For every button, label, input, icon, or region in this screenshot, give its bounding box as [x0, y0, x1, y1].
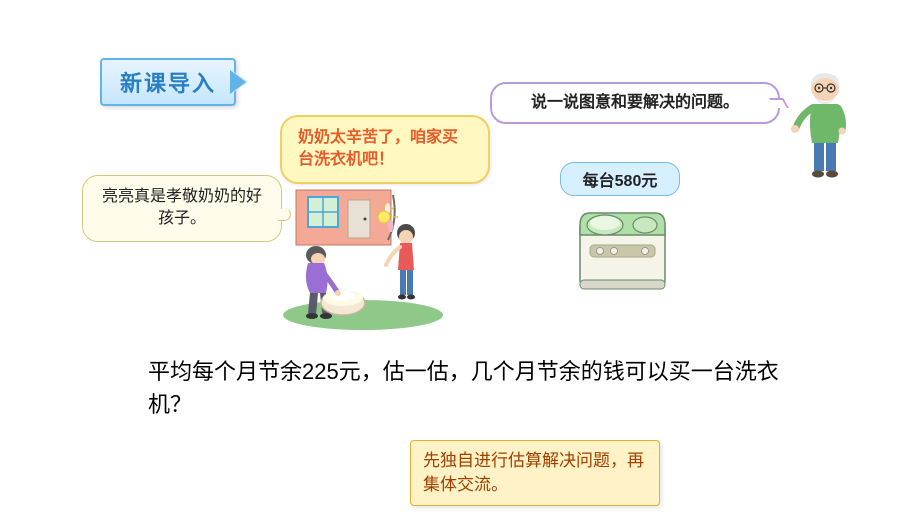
illustration-grandma-scene [278, 185, 448, 330]
illustration-grandpa [790, 68, 860, 183]
main-question: 平均每个月节余225元，估一估，几个月节余的钱可以买一台洗衣机？ [148, 355, 788, 421]
speech-bubble-grandpa: 说一说图意和要解决的问题。 [490, 82, 780, 124]
washing-machine-svg [570, 195, 675, 295]
hint-box-text: 先独自进行估算解决问题，再集体交流。 [423, 451, 644, 494]
price-tag-text: 每台580元 [583, 173, 658, 190]
grandma-scene-svg [278, 185, 448, 330]
hint-box: 先独自进行估算解决问题，再集体交流。 [410, 440, 660, 506]
badge-arrow-icon [234, 72, 248, 92]
illustration-washing-machine [570, 195, 675, 295]
speech-bubble-boy: 奶奶太辛苦了，咱家买台洗衣机吧！ [280, 115, 490, 184]
speech-bubble-boy-text: 奶奶太辛苦了，咱家买台洗衣机吧！ [298, 129, 458, 168]
speech-bubble-grandpa-text: 说一说图意和要解决的问题。 [531, 94, 739, 111]
speech-bubble-narrator: 亮亮真是孝敬奶奶的好孩子。 [82, 175, 282, 242]
lesson-header-text: 新课导入 [120, 71, 216, 96]
lesson-header-badge: 新课导入 [100, 58, 236, 106]
price-tag: 每台580元 [560, 162, 680, 196]
main-question-text: 平均每个月节余225元，估一估，几个月节余的钱可以买一台洗衣机？ [148, 359, 779, 417]
grandpa-svg [790, 68, 860, 183]
speech-bubble-narrator-text: 亮亮真是孝敬奶奶的好孩子。 [102, 188, 262, 227]
